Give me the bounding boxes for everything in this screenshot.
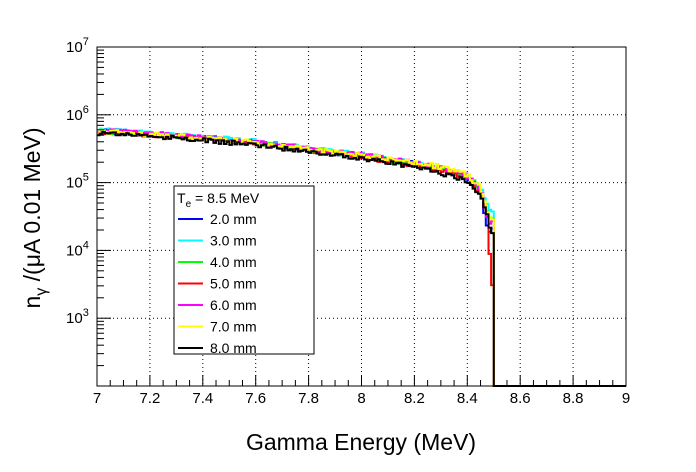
y-tick-label: 106 — [66, 104, 89, 124]
legend-title: Te = 8.5 MeV — [177, 190, 260, 210]
legend-entry-label: 2.0 mm — [210, 211, 257, 227]
y-tick-label: 104 — [66, 239, 89, 259]
series-line — [97, 131, 626, 387]
legend-entry-label: 3.0 mm — [210, 233, 257, 249]
legend-entries: 2.0 mm 3.0 mm 4.0 mm 5.0 mm 6.0 mm 7.0 mm 8.0 … — [178, 211, 257, 356]
x-tick-label: 7.2 — [139, 390, 160, 407]
legend: Te = 8.5 MeV 2.0 mm 3.0 mm 4.0 mm 5.0 mm 6.0… — [173, 185, 315, 356]
legend-entry-label: 4.0 mm — [210, 254, 257, 270]
x-tick-label: 8.8 — [563, 390, 584, 407]
x-tick-label: 9 — [622, 390, 630, 407]
x-tick-label: 8 — [357, 390, 365, 407]
legend-entry-label: 5.0 mm — [210, 276, 257, 292]
y-tick-label: 107 — [66, 36, 89, 56]
y-tick-label: 105 — [66, 172, 89, 192]
x-tick-label: 7.4 — [192, 390, 213, 407]
legend-entry-label: 6.0 mm — [210, 297, 257, 313]
x-tick-label: 7.6 — [245, 390, 266, 407]
x-tick-label: 8.6 — [510, 390, 531, 407]
tick-labels: 7 7.2 7.4 7.6 7.8 8 8.2 8.4 8.6 8.8 9 103 104 105 106 1… — [66, 36, 630, 407]
legend-entry-label: 7.0 mm — [210, 319, 257, 335]
axis-ticks — [96, 49, 627, 387]
y-tick-label: 103 — [66, 307, 89, 327]
x-tick-label: 7.8 — [298, 390, 319, 407]
x-tick-label: 8.4 — [457, 390, 478, 407]
legend-entry-label: 8.0 mm — [210, 340, 257, 356]
y-axis-title: nγ /(μA 0.01 MeV) — [19, 127, 50, 308]
x-axis-title: Gamma Energy (MeV) — [246, 429, 476, 455]
x-tick-label: 7 — [93, 390, 101, 407]
x-tick-label: 8.2 — [404, 390, 425, 407]
series-group — [97, 127, 626, 387]
